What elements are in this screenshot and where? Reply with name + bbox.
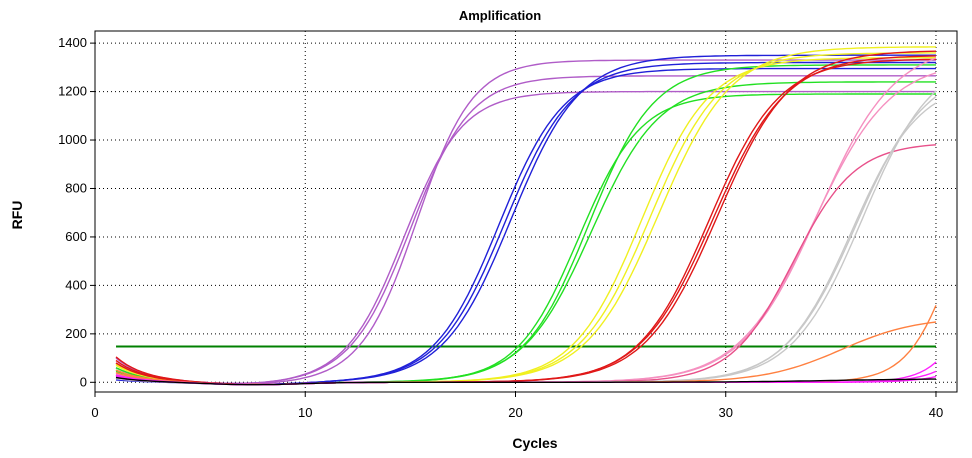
y-tick-label: 800 (65, 180, 87, 195)
plot-frame (94, 30, 958, 393)
y-tick-label: 600 (65, 229, 87, 244)
chart-title: Amplification (459, 8, 541, 23)
plot-area (115, 46, 937, 386)
y-axis-label: RFU (9, 201, 25, 230)
amplification-curve (115, 90, 936, 385)
y-tick-label: 1400 (58, 35, 87, 50)
x-tick-label: 30 (718, 405, 732, 420)
y-tick-label: 400 (65, 277, 87, 292)
x-tick-label: 0 (91, 405, 98, 420)
x-tick-label: 20 (508, 405, 522, 420)
axis-ticks: 0 200 400 600 800 1000 1200 1400 0 10 20 30 40 (58, 35, 943, 420)
x-axis-label: Cycles (512, 435, 557, 451)
y-tick-label: 1000 (58, 132, 87, 147)
x-tick-label: 10 (298, 405, 312, 420)
y-tick-label: 1200 (58, 84, 87, 99)
x-tick-label: 40 (929, 405, 943, 420)
amplification-curve (115, 376, 936, 386)
y-tick-label: 0 (80, 374, 87, 389)
y-tick-label: 200 (65, 326, 87, 341)
